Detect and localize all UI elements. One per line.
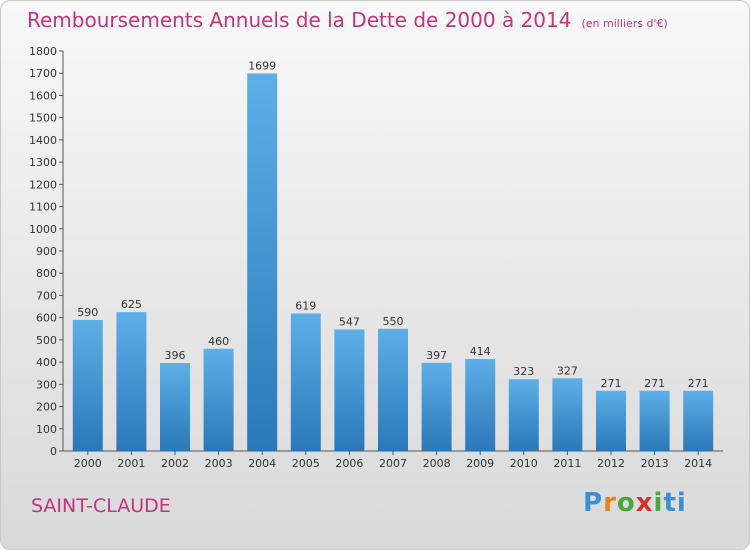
x-tick-label-2005: 2005 <box>292 457 320 470</box>
bar-2006 <box>334 329 365 451</box>
x-tick-label-2003: 2003 <box>205 457 233 470</box>
proxiti-logo: Proxiti <box>583 488 687 518</box>
y-tick-label: 800 <box>36 267 57 280</box>
value-label-2013: 271 <box>644 377 665 390</box>
bar-2008 <box>421 362 452 451</box>
y-tick-label: 600 <box>36 312 57 325</box>
value-label-2009: 414 <box>470 345 491 358</box>
y-tick-label: 1700 <box>29 67 57 80</box>
chart-subtitle: (en milliers d'€) <box>581 17 668 30</box>
value-label-2003: 460 <box>208 335 229 348</box>
bar-2005 <box>290 313 321 451</box>
y-tick-label: 1100 <box>29 201 57 214</box>
bar-2011 <box>552 378 583 451</box>
y-tick-label: 0 <box>50 445 57 458</box>
axes: 0 100 200 300 400 500 600 700 800 900 1000 1100 1200… <box>29 45 723 470</box>
bar-2003 <box>203 348 234 451</box>
bars: 590 625 396 460 1699 619 547 550 397 414 323 327 271… <box>72 59 714 451</box>
x-tick-label-2004: 2004 <box>248 457 276 470</box>
chart-title: Remboursements Annuels de la Dette de 20… <box>27 8 668 32</box>
x-tick-label-2012: 2012 <box>597 457 625 470</box>
x-tick-label-2000: 2000 <box>74 457 102 470</box>
bar-2013 <box>639 390 670 451</box>
y-tick-label: 500 <box>36 334 57 347</box>
y-tick-label: 1600 <box>29 89 57 102</box>
bar-2000 <box>72 319 103 451</box>
y-tick-label: 400 <box>36 356 57 369</box>
value-label-2008: 397 <box>426 349 447 362</box>
x-tick-label-2002: 2002 <box>161 457 189 470</box>
x-tick-label-2014: 2014 <box>684 457 712 470</box>
value-label-2002: 396 <box>165 349 186 362</box>
bar-2001 <box>116 312 147 451</box>
x-tick-label-2013: 2013 <box>641 457 669 470</box>
y-tick-label: 1500 <box>29 112 57 125</box>
x-tick-label-2001: 2001 <box>117 457 145 470</box>
y-tick-label: 1000 <box>29 223 57 236</box>
value-label-2006: 547 <box>339 315 360 328</box>
bar-2012 <box>596 390 626 451</box>
bar-2010 <box>508 379 539 451</box>
value-label-2012: 271 <box>601 377 622 390</box>
y-tick-label: 1800 <box>29 45 57 58</box>
value-label-2010: 323 <box>513 365 534 378</box>
y-tick-label: 100 <box>36 423 57 436</box>
bar-2002 <box>160 363 190 451</box>
y-tick-label: 1300 <box>29 156 57 169</box>
x-tick-label-2006: 2006 <box>335 457 363 470</box>
city-name: SAINT-CLAUDE <box>31 495 171 517</box>
y-tick-label: 1200 <box>29 178 57 191</box>
y-tick-label: 700 <box>36 289 57 302</box>
y-tick-label: 200 <box>36 401 57 414</box>
value-label-2001: 625 <box>121 298 142 311</box>
value-label-2007: 550 <box>383 315 404 328</box>
bar-2004 <box>247 73 278 451</box>
x-tick-label-2009: 2009 <box>466 457 494 470</box>
y-tick-label: 1400 <box>29 134 57 147</box>
y-tick-label: 300 <box>36 378 57 391</box>
x-tick-label-2010: 2010 <box>510 457 538 470</box>
y-tick-label: 900 <box>36 245 57 258</box>
x-tick-label-2011: 2011 <box>553 457 581 470</box>
value-label-2014: 271 <box>688 377 709 390</box>
chart-title-text: Remboursements Annuels de la Dette de 20… <box>27 8 572 32</box>
bar-2007 <box>378 328 408 451</box>
value-label-2000: 590 <box>77 306 98 319</box>
bar-2014 <box>683 390 714 451</box>
value-label-2011: 327 <box>557 364 578 377</box>
value-label-2005: 619 <box>295 299 316 312</box>
x-tick-label-2007: 2007 <box>379 457 407 470</box>
value-label-2004: 1699 <box>248 59 276 72</box>
bar-2009 <box>465 359 496 451</box>
x-tick-label-2008: 2008 <box>423 457 451 470</box>
